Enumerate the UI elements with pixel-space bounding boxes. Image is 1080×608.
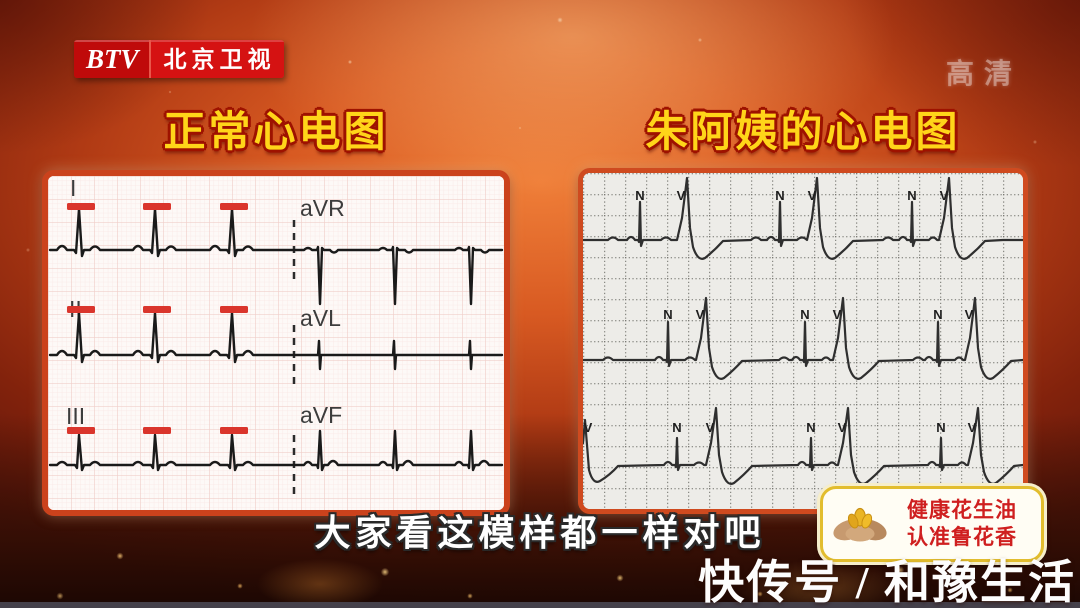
beat-label-v: V — [584, 420, 593, 435]
channel-logo-abbr: BTV — [74, 40, 149, 78]
lead-label-i: I — [70, 176, 76, 201]
channel-logo-name: 北京卫视 — [148, 40, 284, 78]
lead-label-avl: aVL — [300, 305, 341, 331]
ecg-panel-patient: N V N V N V N V N V N V V N V N V N V — [578, 168, 1028, 514]
beat-label-n: N — [800, 307, 809, 322]
beat-label-v: V — [833, 307, 842, 322]
beat-label-v: V — [696, 307, 705, 322]
beat-label-n: N — [635, 188, 644, 203]
beat-label-n: N — [907, 188, 916, 203]
hd-watermark: 高清 — [945, 58, 1022, 89]
beat-label-v: V — [965, 307, 974, 322]
channel-logo: BTV 北京卫视 — [74, 40, 284, 78]
ecg-dotted-grid — [583, 173, 1023, 509]
beat-label-n: N — [933, 307, 942, 322]
beat-label-n: N — [672, 420, 681, 435]
lead-label-avr: aVR — [300, 195, 345, 221]
beat-label-n: N — [806, 420, 815, 435]
beat-label-n: N — [775, 188, 784, 203]
title-patient-ecg: 朱阿姨的心电图 — [645, 108, 961, 155]
beat-label-n: N — [936, 420, 945, 435]
ecg-large-grid — [48, 176, 504, 510]
platform-watermark: 快传号 / 和豫生活 — [698, 557, 1076, 608]
beat-label-v: V — [808, 188, 817, 203]
lead-label-avf: aVF — [300, 402, 342, 428]
ecg-normal-plot: I aVR II aVL III aVF — [48, 176, 504, 510]
beat-label-v: V — [706, 420, 715, 435]
beat-label-n: N — [663, 307, 672, 322]
ecg-patient-plot: N V N V N V N V N V N V V N V N V N V — [583, 173, 1023, 509]
title-normal-ecg: 正常心电图 — [163, 108, 389, 155]
beat-label-v: V — [838, 420, 847, 435]
beat-label-v: V — [968, 420, 977, 435]
lead-label-iii: III — [66, 403, 85, 429]
beat-label-v: V — [677, 188, 686, 203]
ecg-panel-normal: I aVR II aVL III aVF — [42, 170, 510, 516]
beat-label-v: V — [940, 188, 949, 203]
